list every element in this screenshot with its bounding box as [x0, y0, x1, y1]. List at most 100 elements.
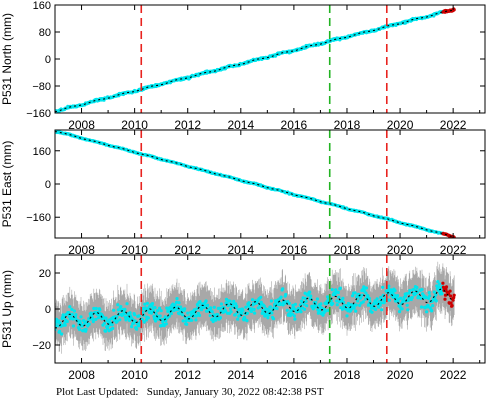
data-point — [233, 313, 237, 317]
data-point — [304, 300, 308, 304]
data-point — [449, 301, 453, 305]
data-point — [400, 307, 404, 311]
data-point — [407, 291, 411, 295]
data-point — [219, 302, 223, 306]
data-point — [426, 303, 430, 307]
data-point — [412, 287, 416, 292]
data-point — [408, 288, 412, 293]
data-point — [335, 303, 339, 307]
data-point — [399, 296, 403, 300]
x-tick-label: 2014 — [227, 243, 254, 257]
x-tick-label: 2022 — [440, 368, 467, 382]
data-point — [130, 325, 134, 329]
data-point — [70, 307, 74, 312]
data-points-north — [55, 7, 456, 113]
data-point — [70, 312, 74, 316]
data-point — [354, 303, 358, 307]
data-point — [419, 305, 424, 309]
data-point — [206, 303, 210, 307]
data-point — [84, 327, 88, 332]
data-point — [303, 307, 307, 311]
data-point — [330, 288, 334, 292]
data-point — [240, 312, 244, 316]
data-point — [304, 296, 308, 300]
footer-timestamp: Sunday, January 30, 2022 08:42:38 PST — [146, 386, 324, 398]
data-point — [431, 304, 435, 308]
data-point — [211, 319, 215, 324]
data-point — [137, 314, 141, 318]
data-point — [270, 311, 274, 315]
data-point — [68, 305, 72, 309]
data-point — [71, 324, 75, 328]
data-point — [361, 300, 365, 304]
y-axis-label-north: P531 North (mm) — [0, 13, 14, 105]
data-point — [195, 307, 199, 311]
data-point — [387, 284, 391, 288]
data-point — [451, 298, 455, 302]
plot-area-east — [55, 130, 456, 238]
data-point — [325, 302, 329, 306]
data-point — [318, 309, 322, 313]
data-point — [252, 307, 256, 311]
data-point — [156, 309, 160, 313]
x-tick-label: 2012 — [174, 118, 201, 132]
x-tick-label: 2014 — [227, 118, 254, 132]
data-point — [245, 319, 249, 323]
data-point — [122, 312, 126, 316]
data-point — [356, 299, 360, 303]
data-point — [235, 304, 239, 308]
data-point — [427, 291, 431, 295]
data-point — [229, 310, 233, 314]
y-tick-label: 20 — [39, 268, 51, 280]
data-point — [133, 313, 137, 317]
data-point — [364, 291, 368, 295]
data-point — [360, 293, 364, 297]
model-fit-line-north — [55, 9, 455, 113]
y-tick-label: 0 — [45, 304, 51, 316]
data-points-east — [55, 130, 456, 238]
model-fit-line-up — [55, 288, 455, 329]
data-point — [268, 305, 272, 309]
data-point — [427, 296, 431, 300]
plot-area-north — [55, 5, 456, 113]
y-tick-label: 0 — [45, 54, 51, 66]
x-tick-label: 2020 — [387, 118, 414, 132]
data-point — [112, 308, 116, 312]
data-point — [209, 306, 213, 310]
data-point — [393, 289, 397, 293]
data-point — [266, 316, 270, 320]
data-point — [173, 303, 177, 307]
data-point — [150, 302, 155, 306]
data-point — [430, 309, 434, 313]
x-tick-label: 2016 — [281, 368, 308, 382]
data-point — [448, 289, 452, 293]
y-tick-label: −80 — [32, 81, 51, 93]
data-point — [143, 306, 147, 310]
data-point — [196, 303, 200, 307]
data-point — [110, 323, 114, 327]
data-point — [149, 311, 154, 315]
data-point — [331, 302, 335, 306]
data-point — [335, 299, 339, 303]
data-point — [299, 310, 303, 314]
y-axis-label-up: P531 Up (mm) — [0, 270, 14, 348]
data-point — [58, 329, 62, 333]
data-point — [245, 311, 249, 315]
data-point — [236, 317, 240, 321]
data-point — [168, 306, 172, 310]
data-point — [73, 315, 77, 319]
y-axis-label-east: P531 East (mm) — [0, 141, 14, 228]
x-tick-label: 2018 — [334, 368, 361, 382]
data-point — [281, 287, 285, 291]
data-point — [262, 304, 266, 308]
data-point — [197, 313, 202, 318]
data-point — [279, 295, 283, 299]
data-point — [262, 311, 266, 315]
data-point — [261, 308, 265, 313]
data-point — [111, 326, 115, 330]
data-point — [436, 280, 440, 284]
panel-east: 2008 2010 2012 2014 2016 2018 2020 2022 −160 0 160… — [0, 129, 486, 257]
data-point — [302, 302, 306, 306]
data-point — [450, 304, 454, 308]
